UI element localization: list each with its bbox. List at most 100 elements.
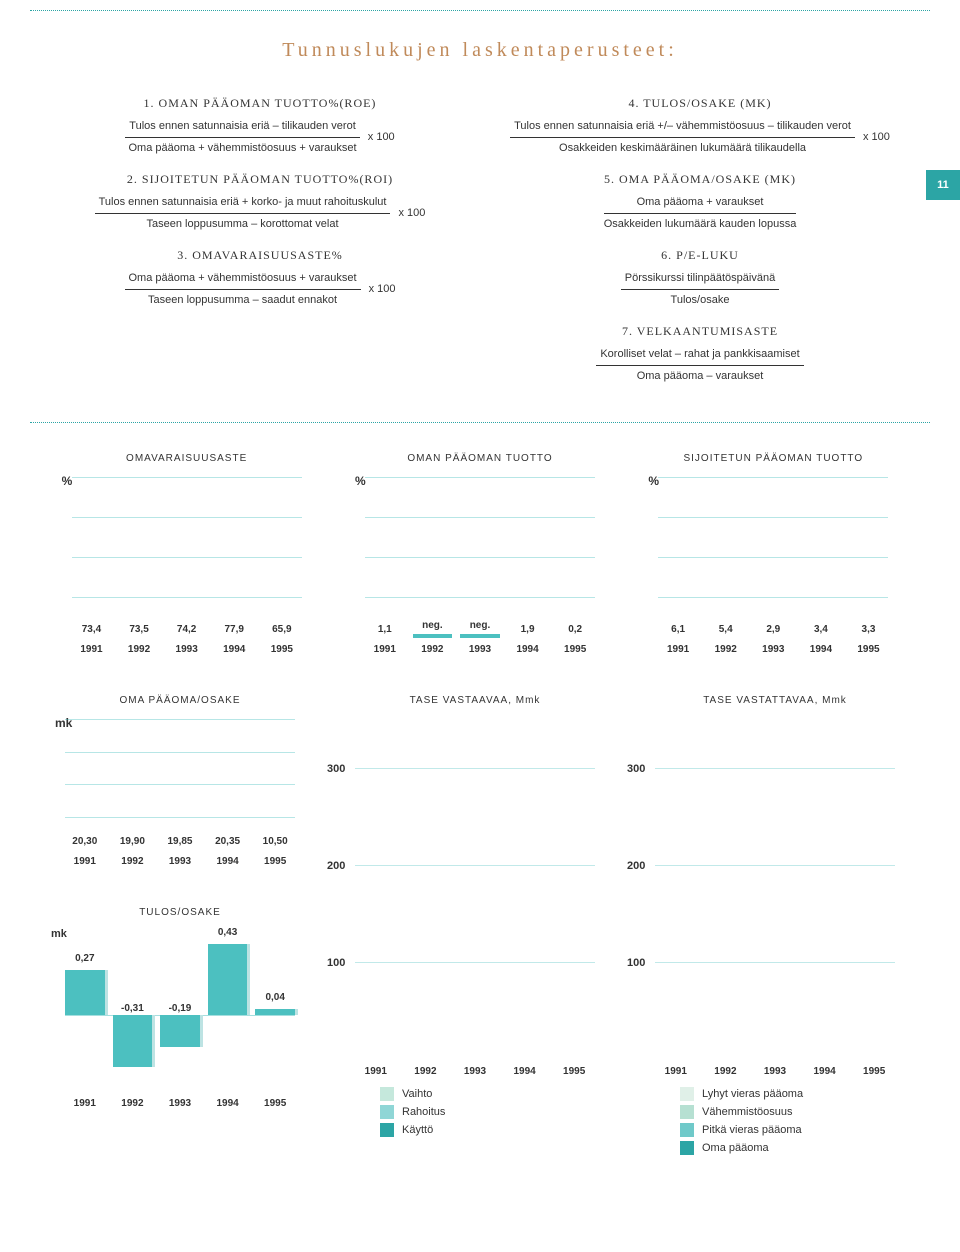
bar [413, 634, 453, 638]
bar-wrap: 65,9 [262, 624, 302, 638]
bar-value-label: -0,19 [160, 1003, 200, 1014]
bar-wrap: 73,4 [72, 624, 112, 638]
year-label: 1991 [365, 644, 405, 655]
bar-wrap: 0,04 [255, 932, 295, 1082]
x-axis-labels: 19911992199319941995 [65, 1098, 295, 1109]
formula-fraction: Tulos ennen satunnaisia eriä – tilikaude… [60, 118, 460, 156]
bar-wrap: 2,9 [754, 624, 794, 638]
x-axis-labels: 19911992199319941995 [655, 1066, 895, 1077]
bar-value-label: 20,35 [215, 836, 240, 847]
bar-value-label: 3,4 [814, 624, 828, 635]
legend: Lyhyt vieras pääomaVähemmistöosuusPitkä … [680, 1087, 910, 1155]
bar-value-label: 0,2 [568, 624, 582, 635]
legend-label: Vaihto [402, 1088, 432, 1100]
legend-swatch [680, 1141, 694, 1155]
year-label: 1994 [504, 1066, 546, 1077]
legend-swatch [680, 1123, 694, 1137]
year-label: 1991 [658, 644, 698, 655]
year-label: 1994 [801, 644, 841, 655]
bar-chart: mk20,3019,9019,8520,3510,50 [65, 720, 295, 850]
bar [160, 1015, 200, 1047]
top-divider [30, 10, 930, 11]
year-label: 1995 [255, 856, 295, 867]
year-label: 1993 [460, 644, 500, 655]
bar-wrap: 10,50 [255, 836, 295, 850]
legend-item: Oma pääoma [680, 1141, 910, 1155]
bar-value-label: 3,3 [862, 624, 876, 635]
formula-fraction: Korolliset velat – rahat ja pankkisaamis… [500, 346, 900, 384]
year-label: 1992 [119, 644, 159, 655]
bar-wrap: 3,4 [801, 624, 841, 638]
legend-item: Rahoitus [380, 1105, 610, 1119]
bar [65, 970, 105, 1015]
legend-label: Oma pääoma [702, 1142, 769, 1154]
bar-wrap: 0,27 [65, 932, 105, 1082]
bar-value-label: 5,4 [719, 624, 733, 635]
year-label: 1993 [754, 1066, 796, 1077]
x-axis-labels: 19911992199319941995 [355, 1066, 595, 1077]
bar-wrap: neg. [413, 620, 453, 638]
legend-item: Vähemmistöosuus [680, 1105, 910, 1119]
year-label: 1993 [754, 644, 794, 655]
formulas-section: 1. OMAN PÄÄOMAN TUOTTO%(ROE) Tulos ennen … [0, 80, 960, 412]
formula-title: 5. OMA PÄÄOMA/OSAKE (MK) [500, 170, 900, 188]
legend-swatch [380, 1123, 394, 1137]
bar-wrap: 3,3 [849, 624, 889, 638]
formula-fraction: Tulos ennen satunnaisia eriä + korko- ja… [60, 194, 460, 232]
year-label: 1994 [804, 1066, 846, 1077]
x-axis-labels: 19911992199319941995 [72, 644, 302, 655]
left-small-charts: OMA PÄÄOMA/OSAKE mk20,3019,9019,8520,351… [50, 695, 310, 1159]
legend-label: Rahoitus [402, 1106, 445, 1118]
formula-title: 1. OMAN PÄÄOMAN TUOTTO%(ROE) [60, 94, 460, 112]
bar-value-label: 65,9 [272, 624, 291, 635]
year-label: 1994 [214, 644, 254, 655]
year-label: 1993 [160, 1098, 200, 1109]
chart-oman-paaoman-tuotto: OMAN PÄÄOMAN TUOTTO %1,1neg.neg.1,90,2 1… [343, 453, 616, 655]
year-label: 1991 [65, 1098, 105, 1109]
legend-swatch [680, 1105, 694, 1119]
bar-value-label: 0,27 [65, 953, 105, 964]
legend-swatch [380, 1105, 394, 1119]
formula-fraction: Oma pääoma + vähemmistöosuus + varaukset… [60, 270, 460, 308]
year-label: 1995 [555, 644, 595, 655]
formula-title: 3. OMAVARAISUUSASTE% [60, 246, 460, 264]
y-tick: 100 [627, 957, 645, 969]
formulas-right-column: 4. TULOS/OSAKE (MK)Tulos ennen satunnais… [500, 80, 900, 384]
bar-wrap: 20,30 [65, 836, 105, 850]
year-label: 1995 [255, 1098, 295, 1109]
year-label: 1991 [72, 644, 112, 655]
bar-wrap: 0,2 [555, 624, 595, 638]
bar-chart: %73,473,574,277,965,9 [72, 478, 302, 638]
year-label: 1994 [208, 856, 248, 867]
bar-chart: %6,15,42,93,43,3 [658, 478, 888, 638]
bar-value-label: 0,43 [208, 927, 248, 938]
legend-label: Käyttö [402, 1124, 433, 1136]
bar-value-label: 74,2 [177, 624, 196, 635]
bar-wrap: 73,5 [119, 624, 159, 638]
legend-item: Käyttö [380, 1123, 610, 1137]
page-title: Tunnuslukujen laskentaperusteet: [0, 39, 960, 62]
y-tick: 300 [627, 763, 645, 775]
bar-wrap: 19,90 [113, 836, 153, 850]
y-tick: 200 [327, 860, 345, 872]
bar-wrap: 6,1 [658, 624, 698, 638]
chart-tase-vastattavaa: TASE VASTATTAVAA, Mmk 100200300 19911992… [640, 695, 910, 1159]
x-axis-labels: 19911992199319941995 [658, 644, 888, 655]
bar-value-label: 73,5 [129, 624, 148, 635]
bar-value-label: 2,9 [766, 624, 780, 635]
bar [208, 944, 248, 1016]
bar-value-label: 0,04 [255, 992, 295, 1003]
year-label: 1992 [113, 1098, 153, 1109]
page-number-badge: 11 [926, 170, 960, 200]
bar-wrap: 1,1 [365, 624, 405, 638]
bar-value-label: neg. [470, 620, 491, 631]
bar-chart: %1,1neg.neg.1,90,2 [365, 478, 595, 638]
year-label: 1992 [113, 856, 153, 867]
bar-wrap: -0,31 [113, 932, 153, 1082]
year-label: 1994 [508, 644, 548, 655]
formula-title: 2. SIJOITETUN PÄÄOMAN TUOTTO%(ROI) [60, 170, 460, 188]
bar [255, 1009, 295, 1016]
formula-fraction: Pörssikurssi tilinpäätöspäivänäTulos/osa… [500, 270, 900, 308]
year-label: 1995 [849, 644, 889, 655]
bar [460, 634, 500, 638]
